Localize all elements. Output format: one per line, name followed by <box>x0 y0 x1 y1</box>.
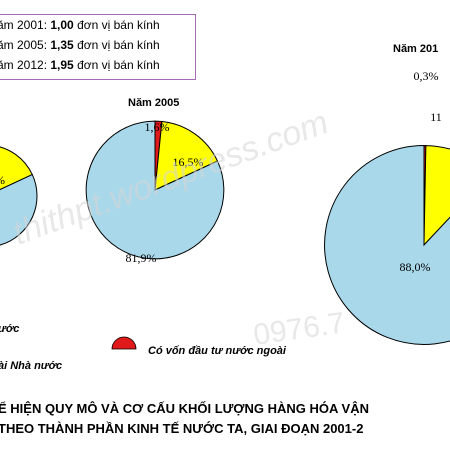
radius-scale-note: ăm 2001: 1,00 đơn vị bán kính ăm 2005: 1… <box>0 14 196 80</box>
pie-slice <box>0 173 38 246</box>
legend-label-fdi: Có vốn đầu tư nước ngoài <box>148 345 287 357</box>
legend-swatch-fdi <box>111 336 137 350</box>
legend: ước ài Nhà nước Có vốn đầu tư nước ngoài <box>0 323 287 372</box>
scale-value: 1,00 <box>50 18 74 32</box>
title-line-1: Ể HIỆN QUY MÔ VÀ CƠ CẤU KHỐI LƯỢNG HÀNG … <box>0 401 369 416</box>
slice-data-label: 0,3% <box>414 69 439 83</box>
slice-data-label: 1,6% <box>145 120 170 134</box>
slice-data-label: 81,9% <box>126 251 157 265</box>
pie-slice <box>0 146 33 191</box>
scale-prefix: ăm 2005: <box>0 38 51 52</box>
slice-data-label: 11 <box>430 110 442 124</box>
slice-data-label: 16,5% <box>173 155 204 169</box>
chart-title: Ể HIỆN QUY MÔ VÀ CƠ CẤU KHỐI LƯỢNG HÀNG … <box>0 401 369 436</box>
scale-row-2005: ăm 2005: 1,35 đơn vị bán kính <box>0 38 160 52</box>
scale-suffix: đơn vị bán kính <box>73 58 160 72</box>
title-line-2: THEO THÀNH PHẦN KINH TẾ NƯỚC TA, GIAI ĐO… <box>0 421 363 436</box>
scale-row-2001: ăm 2001: 1,00 đơn vị bán kính <box>0 18 160 32</box>
pie-group: % 81,9% 16,5% 1,6% 88,0% 11 0,3% <box>0 69 450 345</box>
pie-slice <box>324 145 450 345</box>
scale-suffix: đơn vị bán kính <box>73 38 160 52</box>
slice-data-label: 88,0% <box>400 260 431 274</box>
pie-slice <box>85 120 225 260</box>
pie-slice <box>154 120 219 191</box>
year-label-2005: Năm 2005 <box>128 97 179 109</box>
scale-value: 1,35 <box>50 38 74 52</box>
scale-prefix: ăm 2012: <box>0 58 51 72</box>
year-label-2012: Năm 201 <box>393 43 438 55</box>
scale-value: 1,95 <box>50 58 74 72</box>
scale-prefix: ăm 2001: <box>0 18 51 32</box>
scale-suffix: đơn vị bán kính <box>73 18 160 32</box>
legend-label-state: ước <box>0 323 19 335</box>
slice-data-label: % <box>0 173 5 187</box>
pie-slice <box>423 145 450 247</box>
scale-row-2012: ăm 2012: 1,95 đơn vị bán kính <box>0 58 160 72</box>
legend-label-non-state: ài Nhà nước <box>0 360 62 372</box>
